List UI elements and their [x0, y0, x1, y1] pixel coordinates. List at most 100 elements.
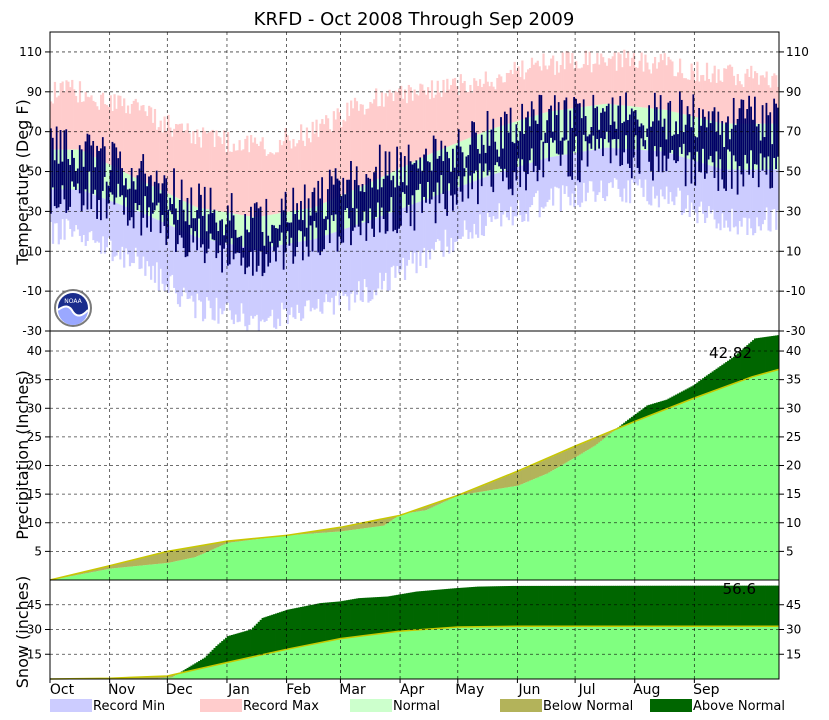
record-min-bar [527, 163, 530, 222]
record-min-bar [752, 169, 755, 236]
precip-normal-bar [646, 416, 649, 580]
record-min-bar [119, 204, 122, 260]
record-max-bar [744, 73, 747, 124]
snow-above-normal-bar [628, 585, 632, 627]
precip-normal-bar [92, 571, 95, 580]
snow-normal-bar [528, 626, 532, 679]
snow-normal-bar [632, 626, 636, 679]
snow-normal-bar [605, 626, 609, 679]
snow-above-normal-bar [500, 586, 503, 627]
record-max-bar [515, 70, 518, 122]
snow-above-normal-bar [373, 597, 376, 635]
record-min-bar [323, 235, 326, 303]
precip-normal-bar [752, 376, 755, 580]
precip-below-normal-bar [484, 484, 488, 491]
record-min-bar [763, 169, 766, 220]
record-min-bar [428, 197, 432, 260]
snow-above-normal-bar [294, 608, 297, 648]
record-min-bar [538, 160, 541, 218]
precip-below-normal-bar [323, 529, 326, 533]
precip-above-normal-bar [648, 404, 651, 417]
precip-normal-bar [328, 532, 332, 580]
record-min-bar [448, 190, 451, 254]
record-max-bar [176, 124, 180, 199]
record-min-bar [490, 174, 493, 222]
snow-above-normal-bar [513, 585, 516, 627]
snow-above-normal-bar [242, 631, 245, 660]
precip-above-normal-bar [750, 341, 753, 378]
snow-normal-bar [403, 630, 407, 679]
snow-tick-left: 45 [27, 598, 42, 612]
record-max-bar [465, 92, 468, 140]
precip-above-normal-bar [753, 338, 757, 377]
month-label-apr: Apr [400, 682, 424, 698]
precip-above-normal-bar [744, 346, 747, 380]
observed-temp-bar [55, 126, 58, 209]
observed-temp-bar [246, 229, 249, 268]
record-min-bar [351, 226, 355, 291]
snow-normal-bar [182, 672, 186, 679]
precip-below-normal-bar [525, 467, 528, 483]
precip-tick-right: 30 [786, 401, 801, 415]
record-max-bar [344, 121, 347, 194]
snow-above-normal-bar [625, 585, 628, 627]
snow-normal-bar [565, 626, 568, 679]
normal-range-bar [450, 145, 453, 190]
observed-temp-bar [361, 184, 364, 221]
snow-above-normal-bar [771, 585, 774, 627]
observed-temp-bar [150, 175, 152, 232]
record-min-bar [407, 205, 410, 260]
observed-temp-bar [746, 109, 749, 164]
snow-above-normal-bar [690, 585, 693, 627]
precip-normal-bar [455, 496, 459, 580]
snow-below-normal-bar [167, 676, 170, 678]
snow-below-normal-bar [173, 674, 176, 677]
precip-below-normal-bar [165, 551, 168, 564]
observed-temp-bar [450, 171, 452, 196]
record-min-bar [767, 169, 770, 231]
snow-above-normal-bar [261, 617, 264, 655]
observed-temp-bar [180, 179, 183, 238]
snow-normal-bar [730, 626, 734, 679]
snow-normal-bar [767, 626, 770, 679]
record-max-bar [67, 81, 70, 150]
precip-normal-bar [132, 566, 136, 580]
record-min-bar [661, 151, 664, 197]
precip-normal-bar [409, 512, 413, 580]
observed-temp-bar [725, 122, 727, 191]
temp-tick-right: -10 [786, 284, 806, 298]
snow-normal-bar [759, 626, 763, 679]
snow-normal-bar [317, 643, 320, 679]
precip-normal-bar [382, 525, 386, 580]
snow-below-normal-bar [134, 677, 137, 679]
snow-above-normal-bar [488, 586, 491, 627]
snow-tick-right: 15 [786, 647, 801, 661]
snow-normal-bar [527, 626, 530, 679]
precip-normal-bar [440, 503, 443, 580]
observed-temp-bar [384, 151, 387, 234]
snow-below-normal-bar [138, 677, 141, 679]
precip-below-normal-bar [221, 542, 224, 546]
snow-normal-bar [205, 667, 209, 679]
record-min-bar [613, 148, 616, 179]
snow-normal-bar [240, 659, 243, 679]
record-max-bar [76, 102, 80, 150]
record-min-bar [628, 149, 632, 204]
record-max-bar [178, 123, 182, 200]
observed-temp-bar [657, 120, 660, 173]
snow-above-normal-bar [473, 586, 476, 627]
record-max-bar [734, 85, 737, 124]
record-max-bar [303, 146, 307, 209]
observed-temp-bar [748, 95, 751, 175]
snow-above-normal-bar [630, 585, 634, 627]
snow-normal-bar [542, 626, 545, 679]
observed-temp-bar [242, 247, 245, 258]
month-label-dec: Dec [166, 682, 193, 698]
precip-normal-bar [211, 549, 214, 580]
record-min-bar [540, 159, 543, 208]
record-max-bar [130, 104, 134, 176]
observed-temp-bar [300, 200, 302, 232]
record-max-bar [286, 135, 289, 212]
observed-temp-bar [359, 191, 362, 236]
record-min-bar [478, 179, 482, 215]
